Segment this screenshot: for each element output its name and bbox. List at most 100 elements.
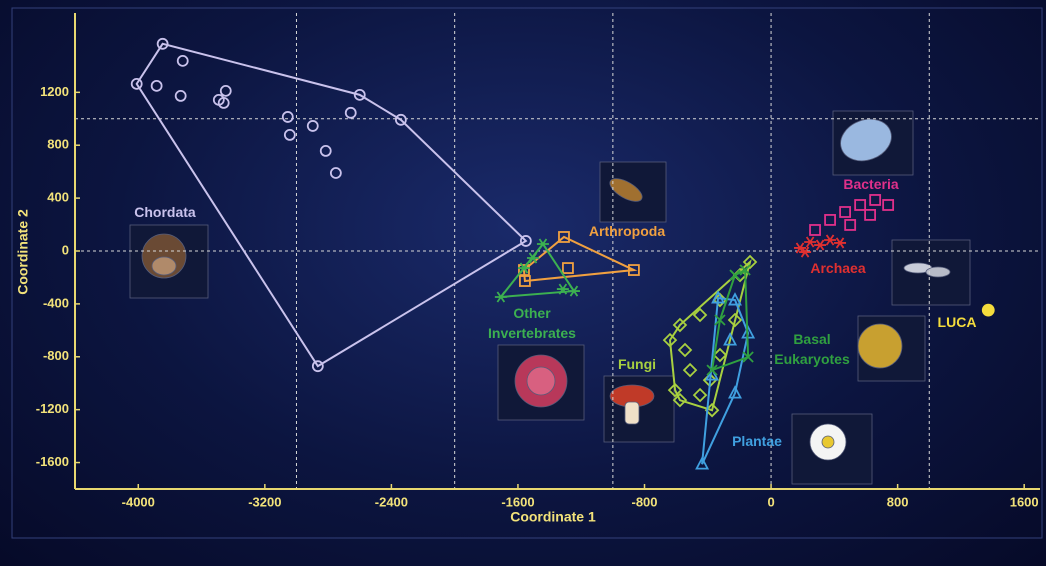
point	[353, 88, 366, 101]
point	[394, 113, 407, 126]
y-tick-label: 1200	[40, 84, 69, 99]
y-tick-label: 0	[62, 242, 69, 257]
group-hull	[135, 42, 528, 368]
point	[692, 307, 708, 323]
x-tick-label: -2400	[375, 494, 408, 509]
point	[150, 79, 163, 92]
point	[692, 387, 708, 403]
point	[562, 262, 574, 274]
point	[662, 332, 678, 348]
point	[854, 199, 867, 211]
group-label: Other Invertebrates	[488, 305, 576, 341]
point	[844, 219, 857, 231]
point	[882, 199, 895, 211]
point	[518, 264, 530, 276]
point	[705, 367, 720, 381]
group-label: Arthropoda	[588, 223, 666, 239]
point	[672, 392, 688, 408]
point	[809, 224, 821, 236]
x-tick-label: 800	[887, 494, 909, 509]
x-tick-label: 0	[767, 494, 774, 509]
point	[628, 264, 640, 276]
point	[176, 54, 189, 67]
x-tick-label: -4000	[122, 494, 155, 509]
point	[677, 342, 693, 358]
y-tick-label: -1200	[36, 401, 69, 416]
group-hull	[701, 296, 750, 465]
point	[727, 312, 743, 328]
y-tick-label: -1600	[36, 454, 69, 469]
point	[834, 237, 847, 249]
point	[723, 332, 738, 346]
point	[219, 84, 232, 97]
point	[729, 269, 741, 281]
point	[824, 214, 836, 226]
point	[742, 254, 758, 270]
point	[283, 129, 296, 141]
point	[839, 206, 852, 218]
y-tick-label: 800	[47, 137, 69, 152]
point	[814, 239, 827, 251]
y-tick-label: -800	[43, 348, 69, 363]
point	[864, 209, 876, 221]
point	[799, 246, 812, 258]
point	[306, 120, 319, 132]
x-axis-title: Coordinate 1	[510, 509, 596, 525]
group-hull	[668, 259, 752, 412]
point	[344, 106, 357, 119]
group-label: Fungi	[617, 356, 657, 372]
point	[695, 456, 710, 470]
point	[706, 364, 718, 376]
point	[712, 347, 728, 363]
group-label: Basal Eukaryotes	[774, 331, 850, 367]
point	[329, 167, 342, 179]
x-tick-label: -3200	[248, 494, 281, 509]
y-tick-label: 400	[47, 190, 69, 205]
x-tick-label: -1600	[501, 494, 534, 509]
group-label: Bacteria	[843, 176, 899, 192]
point	[667, 382, 683, 398]
point	[742, 351, 754, 363]
group-hull	[710, 268, 750, 372]
group-hull	[522, 235, 638, 283]
point	[519, 235, 532, 247]
group-label: Plantae	[732, 433, 782, 449]
frame	[11, 7, 1043, 539]
point	[728, 385, 742, 399]
y-tick-label: -400	[43, 295, 69, 310]
y-axis-title: Coordinate 2	[15, 209, 31, 295]
point	[519, 275, 531, 287]
point	[672, 317, 688, 333]
x-tick-label: -800	[631, 494, 657, 509]
point	[536, 238, 549, 250]
point	[130, 77, 143, 90]
point	[494, 291, 507, 303]
point	[556, 283, 569, 295]
point	[156, 37, 169, 50]
point	[567, 285, 580, 297]
point	[711, 290, 726, 304]
group-label: Chordata	[134, 204, 196, 220]
x-tick-label: 1600	[1010, 494, 1039, 509]
photos	[129, 110, 971, 485]
point	[281, 111, 294, 123]
point	[804, 236, 817, 248]
group-label: Archaea	[810, 260, 866, 276]
point	[682, 362, 698, 378]
point	[212, 93, 225, 106]
group-label: LUCA	[937, 314, 977, 330]
point	[517, 262, 530, 274]
point	[558, 231, 570, 243]
point	[311, 360, 324, 373]
point	[981, 303, 995, 317]
point	[824, 234, 837, 246]
point	[319, 145, 332, 157]
point	[526, 252, 539, 264]
point	[714, 314, 726, 326]
point	[728, 292, 742, 306]
point	[174, 90, 187, 102]
point	[739, 264, 751, 276]
point	[869, 194, 882, 206]
